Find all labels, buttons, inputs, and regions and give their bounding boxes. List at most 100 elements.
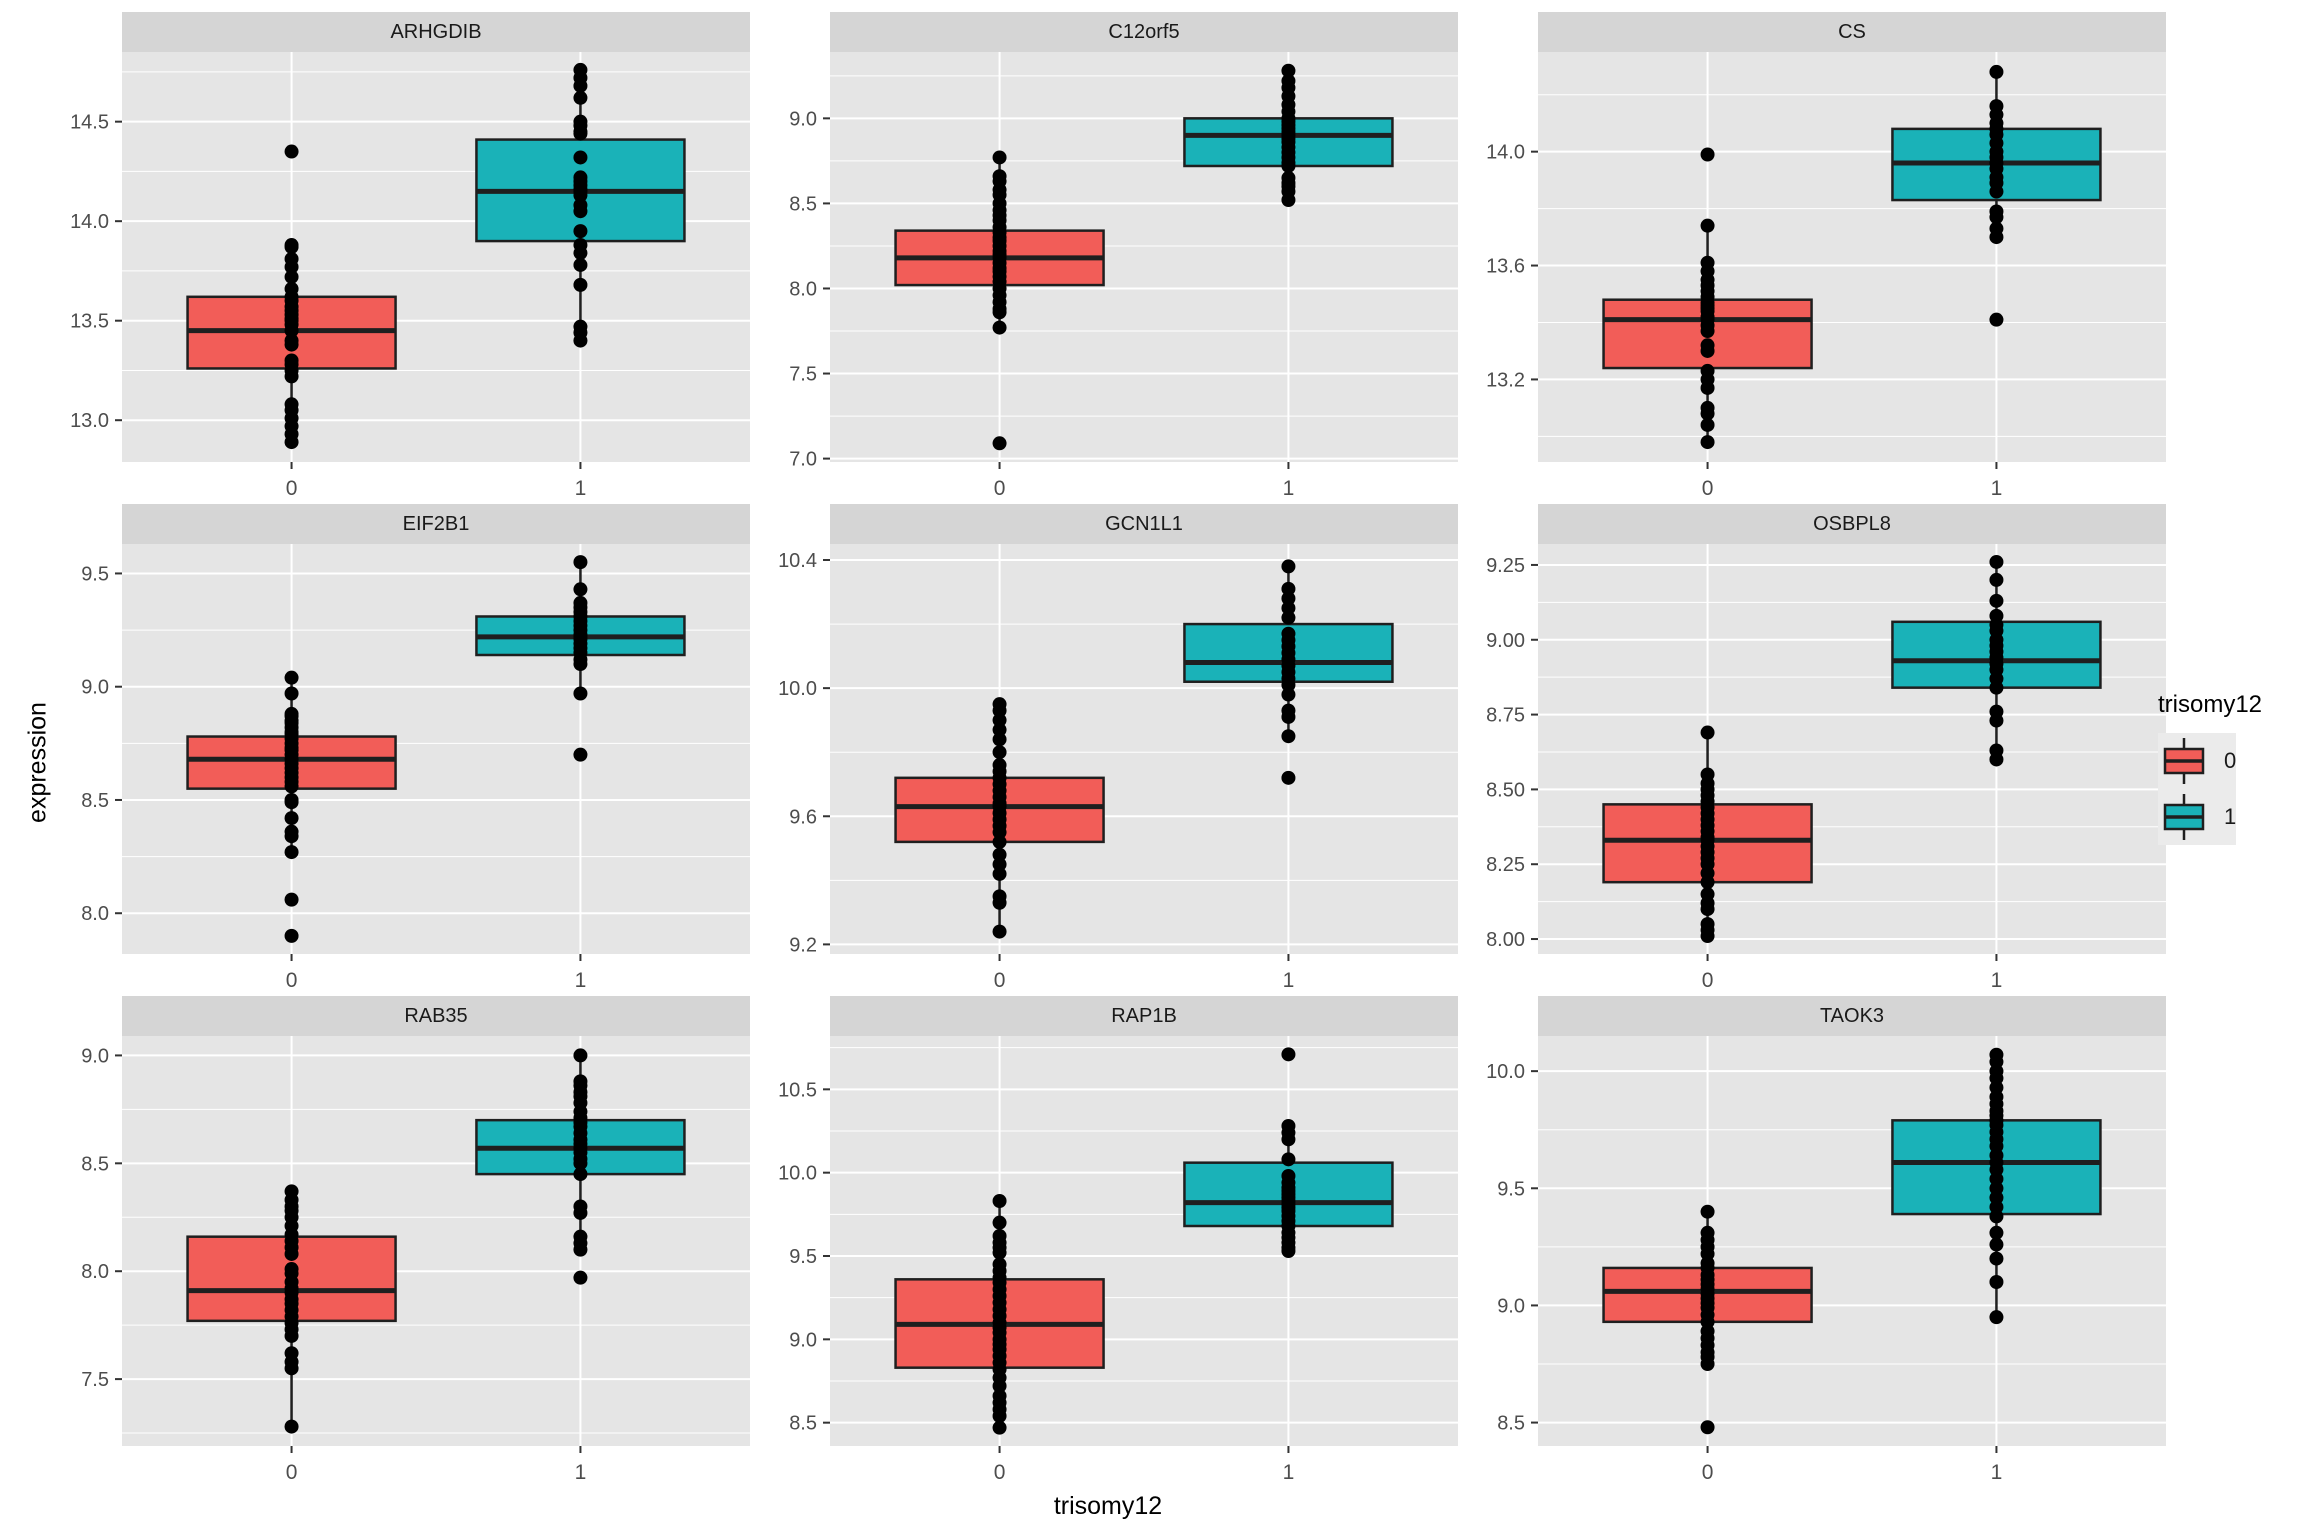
y-tick-label: 10.5 — [778, 1079, 817, 1101]
data-point — [573, 657, 588, 672]
data-point — [573, 277, 588, 292]
x-tick-label: 0 — [286, 477, 298, 500]
x-tick-label: 1 — [1283, 969, 1295, 992]
facet-title: RAB35 — [404, 1004, 468, 1027]
data-point — [573, 204, 588, 219]
data-point — [573, 126, 588, 141]
data-point — [992, 866, 1007, 881]
data-point — [992, 1420, 1007, 1435]
x-tick-label: 0 — [994, 477, 1006, 500]
facet-plot: 7.0 7.5 8.0 8.5 9.0 0 1 — [789, 52, 1458, 500]
data-point — [573, 333, 588, 348]
data-point — [1989, 752, 2004, 767]
data-point — [992, 1194, 1007, 1208]
data-point — [1989, 1237, 2004, 1252]
y-tick-label: 9.0 — [789, 1329, 817, 1351]
data-point — [1281, 559, 1296, 574]
data-point — [1989, 230, 2004, 245]
y-tick-label: 10.0 — [1486, 1061, 1525, 1083]
x-tick-label: 1 — [1991, 477, 2003, 500]
x-tick-label: 1 — [575, 477, 587, 500]
data-point — [1281, 1244, 1296, 1258]
data-point — [284, 269, 299, 284]
data-point — [573, 1270, 588, 1285]
data-point — [573, 78, 588, 93]
y-tick-label: 10.0 — [778, 678, 817, 700]
data-point — [992, 895, 1007, 910]
legend-title: trisomy12 — [2158, 691, 2263, 718]
facet-arhgdib: ARHGDIB 13.0 13.5 14.0 14.5 0 1 — [50, 12, 750, 504]
data-point — [1281, 1152, 1296, 1167]
data-point — [1281, 709, 1296, 724]
facet-plot: 8.00 8.25 8.50 8.75 9.00 9.25 0 1 — [1486, 544, 2166, 992]
data-point — [284, 259, 299, 274]
facet-strip: CS — [1538, 12, 2166, 52]
panel-background — [1538, 52, 2166, 462]
x-tick-label: 1 — [1283, 477, 1295, 500]
x-tick-label: 0 — [286, 969, 298, 992]
facet-title: OSBPL8 — [1813, 512, 1891, 535]
x-tick-label: 0 — [1702, 969, 1714, 992]
y-tick-label: 8.5 — [789, 193, 817, 215]
data-point — [1989, 1209, 2004, 1224]
data-point — [992, 847, 1007, 862]
data-point — [1700, 1420, 1715, 1435]
data-point — [573, 582, 588, 597]
legend-boxplot-key-icon — [2158, 733, 2210, 789]
data-point — [573, 150, 588, 165]
facet-strip: ARHGDIB — [122, 12, 750, 52]
x-tick-label: 1 — [1991, 1461, 2003, 1484]
data-point — [284, 811, 299, 826]
y-tick-label: 9.2 — [789, 934, 817, 956]
facet-strip: GCN1L1 — [830, 504, 1458, 544]
data-point — [284, 323, 299, 338]
data-point — [1989, 210, 2004, 225]
data-point — [1989, 184, 2004, 199]
panel-background — [1538, 1036, 2166, 1446]
facet-plot: 7.5 8.0 8.5 9.0 0 1 — [81, 1036, 750, 1484]
facet-c12orf5: C12orf5 7.0 7.5 8.0 8.5 9.0 0 1 — [758, 12, 1458, 504]
facet-strip: OSBPL8 — [1538, 504, 2166, 544]
data-point — [1700, 725, 1715, 740]
facet-gcn1l1: GCN1L1 9.2 9.6 10.0 10.4 0 1 — [758, 504, 1458, 996]
y-tick-label: 7.5 — [789, 364, 817, 386]
y-tick-label: 13.5 — [70, 311, 109, 333]
data-point — [1989, 312, 2004, 327]
facet-plot: 9.2 9.6 10.0 10.4 0 1 — [778, 544, 1458, 992]
data-point — [992, 436, 1007, 451]
data-point — [284, 1328, 299, 1343]
data-point — [284, 779, 299, 794]
data-point — [1281, 581, 1296, 596]
data-point — [1989, 572, 2004, 587]
y-tick-label: 8.5 — [1497, 1413, 1525, 1435]
data-point — [1989, 713, 2004, 728]
x-tick-label: 1 — [575, 1461, 587, 1484]
data-point — [1700, 875, 1715, 890]
data-point — [1700, 218, 1715, 233]
data-point — [992, 320, 1007, 335]
legend-boxplot-key-icon — [2158, 789, 2210, 845]
data-point — [1989, 1251, 2004, 1266]
data-point — [992, 1409, 1007, 1423]
data-point — [573, 1242, 588, 1257]
data-point — [1700, 1357, 1715, 1371]
data-point — [1700, 380, 1715, 395]
y-tick-label: 9.0 — [789, 108, 817, 130]
data-point — [573, 1048, 588, 1063]
y-tick-label: 8.0 — [81, 1261, 109, 1283]
facet-rab35: RAB35 7.5 8.0 8.5 9.0 0 1 — [50, 996, 750, 1488]
data-point — [573, 686, 588, 701]
data-point — [1989, 1310, 2004, 1325]
y-tick-label: 10.0 — [778, 1163, 817, 1185]
data-point — [1281, 729, 1296, 744]
y-tick-label: 10.4 — [778, 550, 817, 572]
y-tick-label: 8.50 — [1486, 779, 1525, 801]
data-point — [573, 1167, 588, 1182]
data-point — [573, 555, 588, 570]
y-tick-label: 9.5 — [789, 1246, 817, 1268]
data-point — [284, 337, 299, 352]
data-point — [284, 892, 299, 907]
data-point — [284, 144, 299, 159]
data-point — [1700, 902, 1715, 917]
data-point — [1281, 687, 1296, 702]
